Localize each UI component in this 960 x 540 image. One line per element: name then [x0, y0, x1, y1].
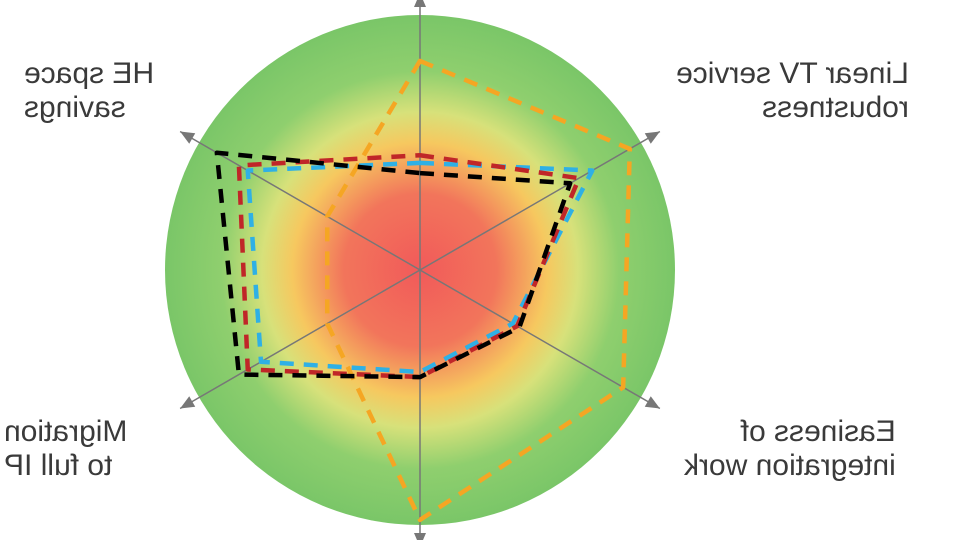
- axis-arrowhead: [180, 132, 195, 144]
- axis-arrowhead: [645, 396, 660, 408]
- radar-chart: [0, 0, 960, 540]
- axis-arrowhead: [180, 396, 195, 408]
- axis-arrowhead: [414, 0, 426, 7]
- axis-arrowhead: [414, 533, 426, 540]
- axis-arrowhead: [645, 132, 660, 144]
